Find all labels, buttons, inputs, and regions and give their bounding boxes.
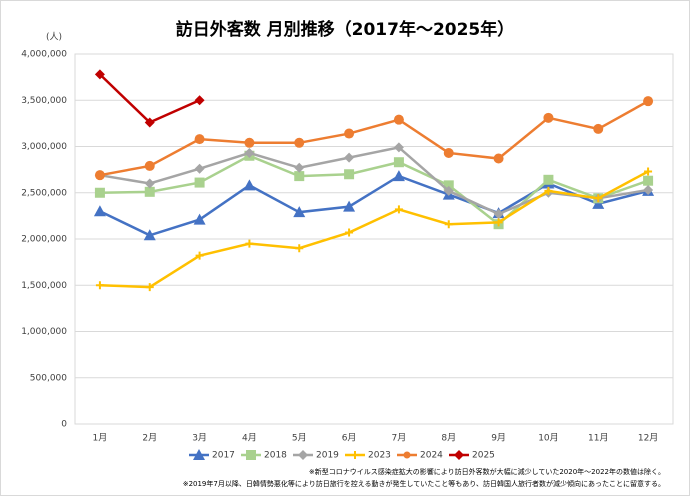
marker [343,200,356,212]
series-line [99,174,649,237]
marker [444,220,453,229]
footnote: ※新型コロナウイルス感染症拡大の影響により訪日外客数が大幅に減少していた2020… [309,467,665,476]
legend-label: 2025 [472,451,495,461]
x-tick-label: 11月 [588,433,608,444]
marker [193,213,206,225]
marker [194,95,205,106]
x-tick-label: 8月 [441,433,456,444]
marker [144,178,155,189]
marker [194,163,205,174]
legend-label: 2023 [368,451,391,461]
x-tick-label: 4月 [242,433,257,444]
marker [144,160,155,171]
marker [94,187,105,198]
y-tick-label: 1,500,000 [21,281,67,291]
marker [543,174,554,185]
marker [295,244,304,253]
marker [244,147,255,158]
marker [194,134,205,145]
series-line [99,170,649,289]
y-tick-label: 3,000,000 [21,142,67,152]
marker [592,197,605,209]
y-tick-label: 500,000 [30,373,67,383]
chart-title: 訪日外客数 月別推移（2017年～2025年） [176,19,515,40]
marker [443,180,454,191]
marker [443,147,454,158]
marker [393,157,404,168]
marker [344,152,355,163]
legend-marker [246,450,256,460]
series-line [99,100,649,177]
y-tick-label: 4,000,000 [21,50,67,60]
x-tick-label: 12月 [638,433,658,444]
marker [195,251,204,260]
marker [94,69,105,80]
marker [544,186,553,195]
marker [392,170,405,182]
y-tick-label: 2,500,000 [21,188,67,198]
series-line [99,146,649,216]
x-tick-label: 3月 [192,433,207,444]
marker [543,112,554,123]
marker [593,123,604,134]
marker [594,194,603,203]
marker [245,239,254,248]
legend-marker [403,451,411,459]
legend-marker [351,451,359,459]
x-tick-label: 2月 [142,433,157,444]
marker [344,169,355,180]
marker [345,228,354,237]
marker [144,186,155,197]
footnote: ※2019年7月以降、日韓情勢悪化等により訪日旅行を控える動きが発生していたこと… [183,479,665,488]
marker [393,114,404,125]
marker [294,162,305,173]
marker [643,184,654,195]
y-tick-label: 2,000,000 [21,235,67,245]
marker [643,96,654,107]
marker [344,128,355,139]
legend-label: 2019 [316,451,339,461]
marker [94,170,105,181]
marker [143,229,156,241]
marker [293,206,306,218]
marker [294,171,305,182]
marker [493,209,504,220]
x-tick-label: 9月 [491,433,506,444]
marker [443,185,454,196]
y-tick-label: 0 [61,420,67,430]
marker [144,117,155,128]
series-line [99,154,649,226]
legend-marker [193,449,205,460]
marker [244,137,255,148]
x-tick-label: 6月 [342,433,357,444]
legend-label: 2017 [212,451,235,461]
marker [644,167,653,176]
marker [145,283,154,292]
marker [93,205,106,217]
legend-marker [298,450,308,460]
x-tick-label: 1月 [93,433,108,444]
x-tick-label: 5月 [292,433,307,444]
marker [194,177,205,188]
x-tick-label: 10月 [538,433,558,444]
marker [95,281,104,290]
x-tick-label: 7月 [392,433,407,444]
marker [394,205,403,214]
marker [243,179,256,191]
y-tick-label: 3,500,000 [21,96,67,106]
marker [393,142,404,153]
marker [294,137,305,148]
legend-marker [454,450,464,460]
legend-label: 2024 [420,451,443,461]
marker [494,218,503,227]
y-tick-label: 1,000,000 [21,327,67,337]
marker [643,175,654,186]
plot-frame [74,53,674,425]
legend-label: 2018 [264,451,287,461]
y-axis-unit: (人) [46,32,62,43]
marker [493,153,504,164]
